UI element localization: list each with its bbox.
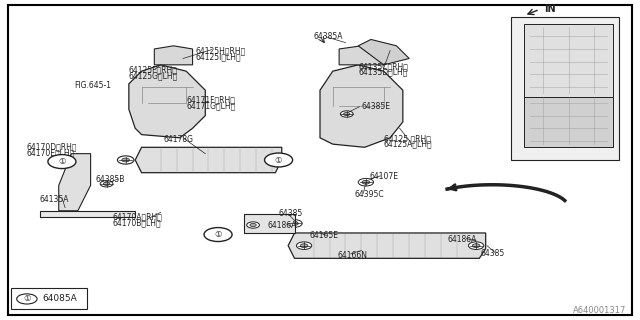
Circle shape: [100, 180, 113, 187]
Circle shape: [296, 242, 312, 250]
Circle shape: [362, 180, 370, 184]
Polygon shape: [129, 65, 205, 138]
Polygon shape: [135, 147, 282, 173]
Text: 64170E〈LH〉: 64170E〈LH〉: [27, 148, 75, 157]
Circle shape: [246, 222, 259, 228]
Text: 64125G〈LH〉: 64125G〈LH〉: [129, 71, 178, 80]
Text: 64395C: 64395C: [355, 190, 384, 199]
Text: 64107E: 64107E: [370, 172, 399, 181]
Text: 64178G: 64178G: [164, 135, 194, 144]
Text: ①: ①: [58, 157, 66, 166]
Text: 64135C〈RH〉: 64135C〈RH〉: [358, 62, 408, 71]
Text: 64125 〈RH〉: 64125 〈RH〉: [384, 134, 431, 143]
Text: ①: ①: [214, 230, 222, 239]
Polygon shape: [40, 211, 135, 217]
Text: 64385: 64385: [481, 249, 505, 258]
Circle shape: [472, 244, 480, 248]
Text: 64125H〈RH〉: 64125H〈RH〉: [196, 46, 246, 55]
Text: 64085A: 64085A: [43, 294, 77, 303]
Polygon shape: [154, 46, 193, 65]
Circle shape: [340, 111, 353, 117]
Circle shape: [358, 178, 374, 186]
Text: 64170B〈LH〉: 64170B〈LH〉: [113, 218, 161, 227]
Circle shape: [17, 294, 37, 304]
Polygon shape: [244, 214, 294, 233]
Polygon shape: [524, 24, 613, 97]
Circle shape: [344, 112, 350, 116]
Text: 64166N: 64166N: [338, 251, 368, 260]
Circle shape: [287, 220, 302, 227]
Circle shape: [117, 156, 134, 164]
Polygon shape: [358, 39, 409, 65]
Text: 64165E: 64165E: [309, 231, 338, 240]
Text: 64125F〈RH〉: 64125F〈RH〉: [129, 65, 178, 74]
Text: FIG.645-1: FIG.645-1: [75, 81, 111, 90]
Text: 64135A: 64135A: [40, 195, 69, 204]
FancyBboxPatch shape: [11, 288, 88, 309]
Circle shape: [291, 221, 298, 225]
Polygon shape: [288, 233, 486, 258]
Text: 64125I〈LH〉: 64125I〈LH〉: [196, 52, 241, 61]
Circle shape: [103, 182, 109, 185]
Text: 64135D〈LH〉: 64135D〈LH〉: [358, 68, 408, 76]
Text: 64186A: 64186A: [268, 220, 297, 229]
Text: 64170D〈RH〉: 64170D〈RH〉: [27, 143, 77, 152]
Text: A640001317: A640001317: [573, 306, 626, 315]
Text: 64385E: 64385E: [362, 102, 390, 111]
Text: 64385A: 64385A: [314, 32, 343, 41]
FancyBboxPatch shape: [8, 4, 632, 316]
FancyBboxPatch shape: [511, 17, 620, 160]
Text: IN: IN: [544, 4, 556, 14]
Circle shape: [48, 155, 76, 169]
Circle shape: [468, 242, 484, 250]
Circle shape: [58, 161, 66, 165]
Circle shape: [54, 159, 70, 167]
Text: 64170A〈RH〉: 64170A〈RH〉: [113, 212, 163, 222]
Polygon shape: [524, 97, 613, 147]
Circle shape: [300, 244, 308, 248]
Circle shape: [264, 153, 292, 167]
Text: ①: ①: [23, 294, 31, 303]
Text: 64186A: 64186A: [447, 235, 477, 244]
Text: ①: ①: [275, 156, 282, 164]
Circle shape: [122, 158, 129, 162]
Text: 64385: 64385: [278, 209, 303, 219]
Circle shape: [204, 228, 232, 242]
Polygon shape: [339, 46, 384, 65]
Polygon shape: [59, 154, 91, 211]
Circle shape: [250, 223, 256, 227]
Text: 64385B: 64385B: [96, 174, 125, 184]
Polygon shape: [320, 65, 403, 147]
Text: 64125A〈LH〉: 64125A〈LH〉: [384, 140, 433, 148]
Text: 64171G〈LH〉: 64171G〈LH〉: [186, 101, 236, 110]
Text: 64171F〈RH〉: 64171F〈RH〉: [186, 95, 235, 104]
